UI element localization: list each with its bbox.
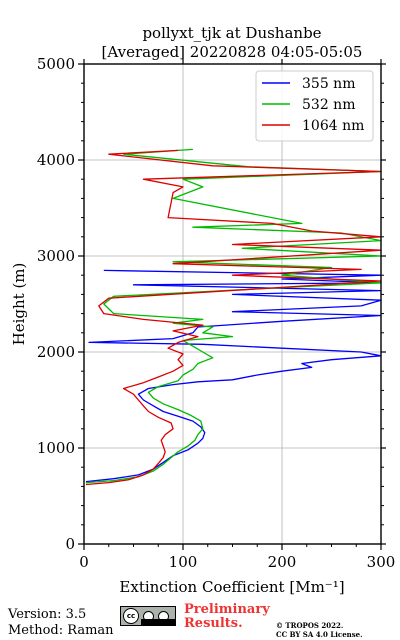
copyright-note: © TROPOS 2022. CC BY SA 4.0 License. (276, 621, 363, 639)
y-tick-label: 4000 (37, 151, 75, 169)
series-lines (85, 148, 382, 486)
legend: 355 nm 532 nm 1064 nm (255, 70, 374, 142)
x-tick-label: 100 (169, 553, 198, 571)
badge-strip (141, 619, 175, 625)
method-text: Method: Raman (8, 623, 114, 638)
legend-label-2: 1064 nm (302, 118, 364, 134)
y-axis-label: Height (m) (10, 263, 28, 346)
legend-box (255, 70, 374, 142)
x-axis-label: Extinction Coefficient [Mm⁻¹] (119, 578, 344, 596)
cc-license-badge: cc (120, 606, 176, 626)
copyright-line-2: CC BY SA 4.0 License. (276, 630, 363, 639)
cc-icon: cc (123, 608, 139, 624)
legend-label-0: 355 nm (302, 76, 355, 92)
preliminary-results-note: Preliminary Results. (184, 603, 270, 631)
preliminary-line-1: Preliminary (184, 602, 270, 617)
footer-info: Version: 3.5 Method: Raman (8, 607, 114, 639)
series-line-1 (85, 148, 382, 484)
y-tick-label: 5000 (37, 55, 75, 73)
x-tick-label: 200 (268, 553, 297, 571)
version-text: Version: 3.5 (8, 607, 87, 622)
x-tick-label: 0 (79, 553, 89, 571)
series-line-0 (85, 269, 382, 483)
y-tick-label: 2000 (37, 343, 75, 361)
legend-label-1: 532 nm (302, 97, 355, 113)
copyright-line-1: © TROPOS 2022. (276, 621, 344, 630)
chart-title: pollyxt_tjk at Dushanbe (142, 24, 321, 42)
extinction-profile-chart: pollyxt_tjk at Dushanbe [Averaged] 20220… (10, 24, 396, 596)
y-tick-label: 0 (65, 535, 75, 553)
x-tick-label: 300 (367, 553, 396, 571)
chart-subtitle: [Averaged] 20220828 04:05-05:05 (102, 43, 363, 61)
series-line-2 (85, 149, 382, 486)
y-tick-label: 1000 (37, 439, 75, 457)
y-tick-label: 3000 (37, 247, 75, 265)
preliminary-line-2: Results. (184, 616, 243, 631)
